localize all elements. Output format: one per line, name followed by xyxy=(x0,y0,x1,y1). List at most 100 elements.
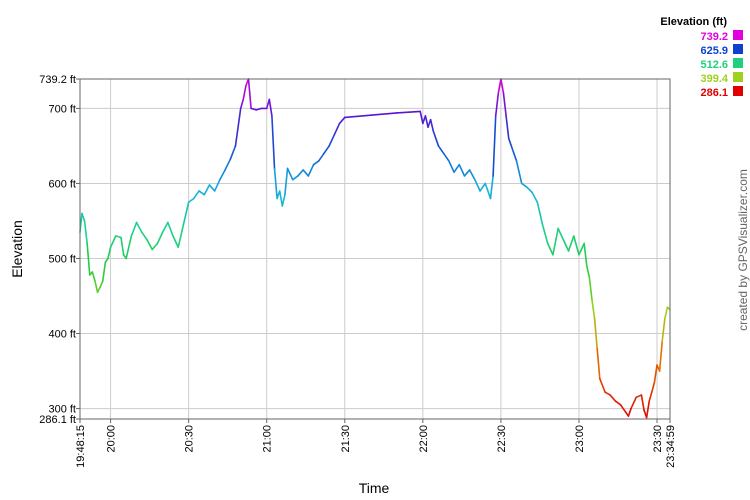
y-axis-ticks: 739.2 ft 700 ft 600 ft 500 ft 400 ft 300 ft28… xyxy=(39,74,80,426)
line-segment xyxy=(651,381,656,393)
line-segment xyxy=(453,163,461,173)
line-segment xyxy=(552,227,559,256)
line-segment xyxy=(156,231,164,245)
line-segment xyxy=(284,167,289,196)
line-segment xyxy=(302,169,310,177)
line-segment xyxy=(242,85,247,101)
line-segment xyxy=(273,167,278,200)
line-segment xyxy=(520,182,528,189)
line-segment xyxy=(81,212,86,222)
y-tick-label: 600 ft xyxy=(48,178,76,190)
x-axis-title: Time xyxy=(359,480,390,496)
line-segment xyxy=(328,133,336,147)
line-segment xyxy=(343,114,372,119)
line-segment xyxy=(182,201,190,226)
legend: Elevation (ft) 739.2 625.9 512.6 399.4 286.1 xyxy=(660,16,743,99)
line-segment xyxy=(494,92,500,117)
legend-swatch xyxy=(733,30,743,40)
x-tick-label: 21:00 xyxy=(262,425,274,453)
x-axis-ticks: 19:48:15 20:00 20:30 21:00 21:30 22:00 22:30 23… xyxy=(75,419,677,468)
line-segment xyxy=(557,227,565,241)
line-segment xyxy=(203,184,211,196)
line-segment xyxy=(614,400,622,406)
line-segment xyxy=(224,158,232,171)
line-segment xyxy=(96,286,101,294)
y-tick-label: 500 ft xyxy=(48,253,76,265)
legend-swatch xyxy=(733,44,743,54)
x-tick-label: 22:00 xyxy=(418,425,430,453)
line-segment xyxy=(278,190,284,207)
line-segment xyxy=(429,118,435,132)
y-tick-label: 739.2 ft xyxy=(39,74,76,86)
line-segment xyxy=(101,261,107,282)
line-segment xyxy=(645,400,651,419)
legend-value: 399.4 xyxy=(700,73,728,85)
line-segment xyxy=(125,235,133,260)
line-segment xyxy=(307,163,315,177)
plot-frame xyxy=(79,78,671,420)
line-segment xyxy=(172,235,180,249)
line-segment xyxy=(546,242,554,256)
line-segment xyxy=(229,145,237,161)
legend-value: 739.2 xyxy=(700,31,728,43)
line-segment xyxy=(648,391,653,402)
line-segment xyxy=(661,317,666,342)
line-segment xyxy=(562,238,570,252)
x-tick-label: 23:34:59 xyxy=(665,425,677,468)
line-segment xyxy=(135,221,143,234)
line-segment xyxy=(141,231,148,241)
legend-swatch xyxy=(733,72,743,82)
line-segment xyxy=(489,175,494,200)
plot-area xyxy=(80,79,670,419)
line-segment xyxy=(323,145,330,155)
line-segment xyxy=(83,220,88,245)
line-segment xyxy=(146,238,154,251)
line-segment xyxy=(151,242,159,251)
line-segment xyxy=(484,182,492,200)
grid xyxy=(80,78,670,420)
x-tick-label: 19:48:15 xyxy=(75,425,87,468)
plot-border xyxy=(79,78,671,420)
y-axis-title: Elevation xyxy=(9,220,25,278)
line-segment xyxy=(567,235,575,252)
line-segment xyxy=(536,201,544,226)
line-segment xyxy=(437,145,445,155)
line-segment xyxy=(91,271,96,282)
line-segment xyxy=(442,152,450,162)
line-segment xyxy=(271,115,276,170)
line-segment xyxy=(419,110,424,125)
line-segment xyxy=(502,92,507,117)
y-tick-label: 400 ft xyxy=(48,329,76,341)
line-segment xyxy=(219,169,226,181)
line-segment xyxy=(531,191,539,204)
line-segment xyxy=(627,407,632,417)
line-segment xyxy=(333,122,341,136)
line-segment xyxy=(99,280,104,288)
line-segment xyxy=(492,115,497,177)
line-segment xyxy=(640,394,645,411)
line-segment xyxy=(510,145,518,162)
line-segment xyxy=(107,246,112,260)
x-tick-label: 20:30 xyxy=(184,425,196,453)
line-segment xyxy=(619,404,627,414)
elevation-line xyxy=(79,78,671,419)
y-tick-label: 300 ft xyxy=(48,404,76,416)
y-tick-label: 286.1 ft xyxy=(39,414,76,426)
line-segment xyxy=(515,160,523,185)
line-segment xyxy=(86,242,91,276)
line-segment xyxy=(585,265,591,279)
line-segment xyxy=(255,107,263,111)
line-segment xyxy=(177,223,185,249)
line-segment xyxy=(583,242,588,267)
line-segment xyxy=(591,298,596,320)
legend-swatch xyxy=(733,86,743,96)
x-tick-label: 20:00 xyxy=(106,425,118,453)
line-segment xyxy=(424,115,429,128)
line-segment xyxy=(468,169,476,181)
line-segment xyxy=(161,221,169,234)
line-segment xyxy=(281,193,286,207)
line-segment xyxy=(291,175,299,181)
line-segment xyxy=(208,184,216,192)
line-segment xyxy=(578,242,585,256)
